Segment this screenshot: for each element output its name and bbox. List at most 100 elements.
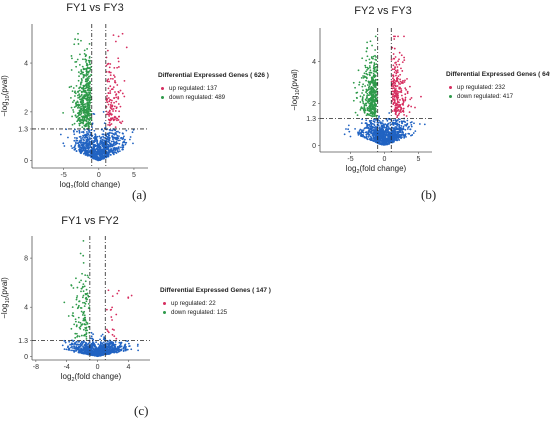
point-up [111, 99, 113, 102]
point-ns [100, 335, 103, 337]
point-down [368, 73, 371, 76]
point-down [372, 98, 374, 100]
point-up [111, 104, 114, 107]
point-ns [76, 343, 79, 346]
point-up [106, 101, 109, 104]
point-ns [103, 139, 106, 142]
point-down [80, 105, 82, 108]
point-ns [98, 348, 101, 351]
point-down [352, 99, 355, 102]
point-ns [406, 128, 409, 130]
point-ns [84, 352, 87, 354]
point-down [84, 302, 87, 305]
point-ns [71, 147, 74, 150]
point-down [80, 39, 82, 42]
point-up [110, 123, 113, 125]
point-up [397, 101, 399, 104]
point-up [394, 69, 397, 72]
point-ns [396, 139, 399, 142]
point-up [107, 103, 110, 106]
point-down [80, 112, 83, 115]
point-ns [75, 349, 77, 352]
point-ns [85, 139, 88, 142]
point-up [396, 103, 399, 106]
point-ns [87, 153, 90, 156]
point-ns [100, 349, 103, 352]
point-up [111, 117, 114, 119]
point-down [88, 118, 91, 120]
point-down [80, 93, 83, 96]
point-down [85, 332, 88, 334]
volcano-plot: -5 0 5 0 1.3 2 4 log2(fold change) −log10(pval) [290, 28, 432, 175]
point-up [107, 111, 110, 114]
point-down [371, 101, 374, 104]
point-down [70, 96, 72, 99]
point-up [402, 98, 404, 101]
point-up [394, 108, 397, 110]
point-ns [423, 123, 426, 126]
point-ns [95, 347, 98, 350]
point-ns [79, 135, 82, 138]
legend-title: Differential Expressed Genes ( 649 ) [446, 71, 550, 78]
point-up [391, 93, 394, 96]
point-down [365, 79, 367, 82]
point-ns [76, 130, 78, 133]
point-up [403, 81, 406, 83]
point-up [391, 100, 394, 102]
point-up [117, 103, 120, 105]
point-down [370, 85, 373, 88]
point-up [409, 85, 411, 88]
point-down [363, 111, 366, 114]
point-down [84, 297, 87, 300]
point-up [121, 120, 124, 123]
point-ns [100, 151, 103, 154]
point-ns [396, 124, 399, 127]
point-up [392, 102, 395, 105]
point-up [114, 116, 117, 119]
point-ns [370, 137, 373, 139]
point-ns [120, 341, 123, 344]
point-down [80, 111, 83, 113]
down-marker [161, 96, 164, 99]
point-ns [118, 341, 121, 344]
point-down [369, 102, 372, 105]
point-ns [118, 142, 121, 145]
point-up [115, 94, 117, 96]
point-down [77, 71, 80, 74]
point-ns [82, 141, 85, 144]
panel-label: (c) [134, 403, 149, 418]
point-up [394, 99, 396, 102]
point-ns [73, 148, 76, 151]
x-tick-label: 0 [383, 156, 387, 163]
point-up [113, 105, 116, 108]
point-ns [67, 136, 69, 139]
point-down [373, 96, 376, 98]
point-ns [86, 151, 89, 154]
point-ns [71, 345, 73, 348]
point-ns [372, 123, 375, 125]
point-ns [102, 135, 104, 138]
point-ns [73, 343, 76, 345]
point-ns [78, 141, 81, 144]
point-down [355, 96, 358, 99]
point-ns [70, 145, 73, 147]
point-ns [347, 124, 350, 127]
point-ns [394, 122, 396, 125]
point-ns [92, 150, 95, 153]
volcano-plot: -5 0 5 0 1.3 2 4 log2(fold change) −log10(pval) [0, 24, 148, 188]
point-up [109, 106, 112, 108]
point-down [73, 122, 76, 125]
point-down [89, 96, 92, 98]
point-down [374, 75, 377, 78]
point-ns [106, 145, 108, 148]
point-ns [107, 149, 110, 152]
point-ns [63, 339, 66, 342]
point-down [365, 77, 368, 80]
point-down [373, 108, 375, 111]
point-ns [72, 347, 74, 349]
point-ns [126, 340, 129, 343]
point-ns [399, 131, 402, 134]
point-ns [91, 156, 94, 159]
point-ns [382, 135, 385, 138]
point-down [83, 117, 86, 120]
